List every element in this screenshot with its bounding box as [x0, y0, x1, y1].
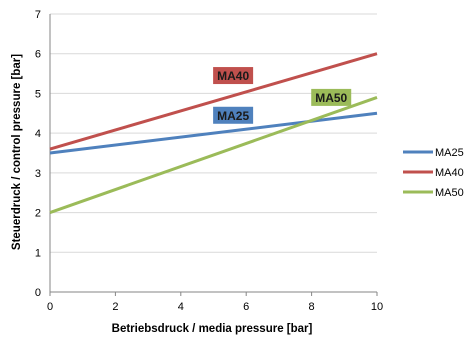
y-tick-label: 7	[35, 9, 41, 21]
y-tick-label: 4	[35, 128, 41, 140]
x-tick-label: 8	[309, 301, 315, 313]
x-tick-label: 0	[47, 301, 53, 313]
series-lines	[49, 52, 378, 214]
annotation-box-ma25	[213, 106, 254, 124]
annotation-label-ma25: MA25	[217, 109, 249, 123]
annotation-box-ma50	[311, 88, 352, 106]
x-axis-label: Betriebsdruck / media pressure [bar]	[112, 323, 313, 335]
series-line-ma25	[49, 111, 378, 155]
y-tick-label: 5	[35, 88, 41, 100]
y-axis-label: Steuerdruck / control pressure [bar]	[11, 54, 23, 250]
y-tick-label: 3	[35, 168, 41, 180]
y-tick-label: 2	[35, 208, 41, 220]
x-tick-label: 2	[112, 301, 118, 313]
series-line-ma40	[49, 52, 378, 151]
y-tick-label: 1	[35, 247, 41, 259]
annotation-label-ma50: MA50	[315, 91, 347, 105]
x-tick-label: 4	[178, 301, 184, 313]
axes: 0 1 2 3 4 5 6 7 0 2 4 6 8 10	[35, 9, 383, 313]
legend-label-ma25: MA25	[435, 147, 464, 159]
series-annotations: MA40 MA25 MA50	[213, 67, 352, 124]
annotation-box-ma40	[213, 67, 254, 85]
y-tick-label: 0	[35, 287, 41, 299]
legend-label-ma50: MA50	[435, 187, 464, 199]
series-line-ma50	[49, 95, 378, 214]
x-tick-label: 6	[243, 301, 249, 313]
legend: MA25 MA40 MA50	[403, 147, 464, 199]
y-tick-label: 6	[35, 49, 41, 61]
annotation-label-ma40: MA40	[217, 69, 249, 83]
legend-label-ma40: MA40	[435, 167, 464, 179]
x-tick-label: 10	[371, 301, 383, 313]
